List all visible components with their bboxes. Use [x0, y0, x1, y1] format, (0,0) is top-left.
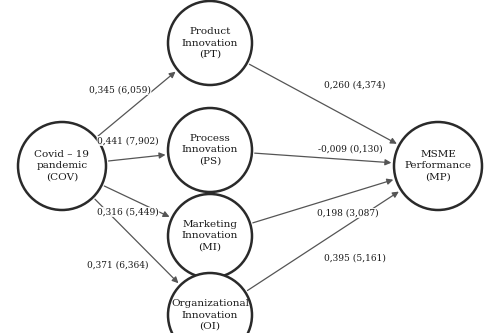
- Text: 0,198 (3,087): 0,198 (3,087): [317, 208, 379, 217]
- Text: 0,395 (5,161): 0,395 (5,161): [324, 253, 386, 262]
- Text: 0,441 (7,902): 0,441 (7,902): [97, 137, 159, 146]
- Text: Product
Innovation
(PT): Product Innovation (PT): [182, 27, 238, 59]
- Text: 0,345 (6,059): 0,345 (6,059): [89, 86, 151, 95]
- Circle shape: [394, 122, 482, 210]
- Text: 0,316 (5,449): 0,316 (5,449): [97, 207, 159, 216]
- Text: 0,260 (4,374): 0,260 (4,374): [324, 81, 386, 90]
- Text: Organizational
Innovation
(OI): Organizational Innovation (OI): [171, 299, 249, 331]
- Text: MSME
Performance
(MP): MSME Performance (MP): [404, 151, 471, 181]
- Text: Marketing
Innovation
(MI): Marketing Innovation (MI): [182, 220, 238, 252]
- Text: Process
Innovation
(PS): Process Innovation (PS): [182, 135, 238, 166]
- Circle shape: [168, 108, 252, 192]
- Text: -0,009 (0,130): -0,009 (0,130): [318, 145, 382, 154]
- Circle shape: [168, 1, 252, 85]
- Circle shape: [168, 194, 252, 278]
- Circle shape: [18, 122, 106, 210]
- Text: 0,371 (6,364): 0,371 (6,364): [88, 260, 149, 269]
- Text: Covid – 19
pandemic
(COV): Covid – 19 pandemic (COV): [34, 151, 90, 181]
- Circle shape: [168, 273, 252, 333]
